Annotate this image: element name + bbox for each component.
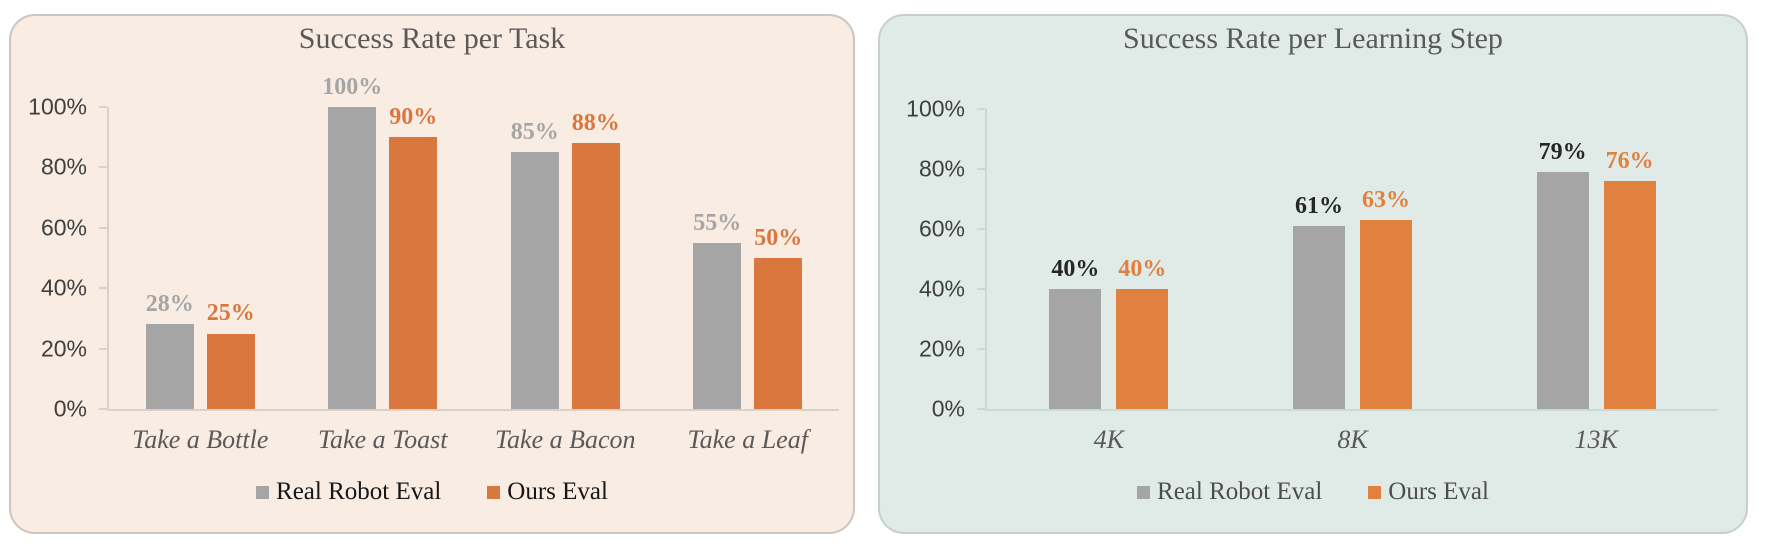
category-label-8k: 8K bbox=[1337, 425, 1368, 454]
bar-ours-eval: 63% bbox=[1359, 187, 1412, 409]
y-axis-tick bbox=[977, 108, 985, 110]
bar-ours-eval: 90% bbox=[389, 104, 438, 409]
chart-card-success-rate-per-learning-step: Success Rate per Learning Step 0% 20% 40% 6… bbox=[878, 14, 1748, 534]
bar-group-take-a-bacon: 85% 88% bbox=[510, 107, 620, 409]
legend-label: Ours Eval bbox=[1388, 478, 1489, 505]
y-axis-tick-label: 20% bbox=[918, 335, 965, 362]
legend-swatch-ours-eval bbox=[487, 485, 501, 499]
y-axis-tick bbox=[99, 347, 107, 350]
legend-swatch-ours-eval bbox=[1368, 485, 1382, 499]
bar-groups: 28% 25% 100% 90% 85% 88% 55% 50% bbox=[109, 74, 839, 409]
y-axis-tick bbox=[99, 408, 107, 410]
bar-ours-eval: 40% bbox=[1116, 256, 1169, 409]
category-label-take-a-toast: Take a Toast bbox=[317, 425, 448, 454]
y-axis-tick bbox=[99, 226, 107, 229]
bar-value-label: 28% bbox=[145, 291, 194, 318]
legend-label: Ours Eval bbox=[507, 478, 608, 505]
y-axis-tick-label: 80% bbox=[918, 155, 965, 182]
bar-real-robot-eval: 100% bbox=[322, 74, 382, 409]
bar-group-8k: 61% 63% bbox=[1292, 109, 1412, 409]
bar-real-robot-eval: 85% bbox=[510, 119, 559, 409]
bar-value-label: 76% bbox=[1605, 147, 1654, 174]
chart-title: Success Rate per Learning Step bbox=[1123, 22, 1503, 55]
y-axis-tick-label: 0% bbox=[931, 395, 965, 422]
bar-ours-eval: 76% bbox=[1603, 148, 1656, 409]
bar-value-label: 85% bbox=[510, 118, 559, 145]
bar-value-label: 25% bbox=[206, 300, 255, 327]
y-axis-tick bbox=[99, 166, 107, 169]
bar-value-label: 55% bbox=[693, 209, 742, 236]
bar-real-robot-eval: 79% bbox=[1536, 139, 1589, 409]
y-axis-tick-label: 60% bbox=[40, 214, 87, 241]
plot-area: 0% 20% 40% 60% 80% 100% 40% 40% 61% 63% 79% 76% bbox=[906, 97, 1718, 420]
bar-ours-eval: 25% bbox=[206, 300, 255, 409]
legend-item-ours-eval: Ours Eval bbox=[487, 478, 608, 506]
y-axis-tick-label: 0% bbox=[53, 395, 87, 422]
legend-item-ours-eval: Ours Eval bbox=[1368, 478, 1489, 506]
legend: Real Robot Eval Ours Eval bbox=[11, 478, 853, 506]
y-axis-tick bbox=[977, 168, 985, 170]
category-label-take-a-bottle: Take a Bottle bbox=[132, 425, 269, 454]
bar-group-4k: 40% 40% bbox=[1049, 109, 1169, 409]
y-axis-tick-label: 60% bbox=[918, 215, 965, 242]
bar-value-label: 40% bbox=[1051, 255, 1100, 282]
y-axis-tick bbox=[977, 408, 985, 410]
bar-group-take-a-bottle: 28% 25% bbox=[145, 107, 255, 409]
bar-groups: 40% 40% 61% 63% 79% 76% bbox=[987, 109, 1718, 409]
bar-value-label: 88% bbox=[571, 109, 620, 136]
y-axis-tick-label: 80% bbox=[40, 153, 87, 180]
y-axis-tick-label: 100% bbox=[906, 95, 965, 122]
bar-ours-eval: 88% bbox=[571, 110, 620, 409]
bar-real-robot-eval: 28% bbox=[145, 291, 194, 409]
bar-real-robot-eval: 61% bbox=[1292, 193, 1345, 409]
legend: Real Robot Eval Ours Eval bbox=[880, 478, 1746, 506]
y-axis-tick bbox=[99, 106, 107, 108]
x-axis-line bbox=[107, 409, 839, 411]
bar-group-take-a-toast: 100% 90% bbox=[322, 74, 438, 409]
y-axis-tick-label: 40% bbox=[40, 274, 87, 301]
y-axis-line bbox=[985, 109, 987, 409]
chart-title: Success Rate per Task bbox=[298, 22, 566, 55]
bar-value-label: 61% bbox=[1294, 192, 1343, 219]
bar-value-label: 50% bbox=[754, 224, 803, 251]
y-axis-tick bbox=[99, 287, 107, 290]
bar-value-label: 79% bbox=[1538, 138, 1587, 165]
x-axis-labels: Take a Bottle Take a Toast Take a Bacon Tak… bbox=[109, 425, 839, 461]
legend-item-real-robot-eval: Real Robot Eval bbox=[256, 478, 441, 506]
category-label-13k: 13K bbox=[1574, 425, 1618, 454]
y-axis-tick-label: 40% bbox=[918, 275, 965, 302]
legend-swatch-real-robot-eval bbox=[256, 485, 270, 499]
y-axis-tick bbox=[977, 228, 985, 230]
category-label-take-a-leaf: Take a Leaf bbox=[687, 425, 808, 454]
x-axis-line bbox=[985, 409, 1718, 411]
legend-swatch-real-robot-eval bbox=[1137, 485, 1151, 499]
legend-item-real-robot-eval: Real Robot Eval bbox=[1137, 478, 1322, 506]
bar-real-robot-eval: 40% bbox=[1049, 256, 1102, 409]
bar-value-label: 90% bbox=[389, 103, 438, 130]
bar-ours-eval: 50% bbox=[754, 225, 803, 409]
y-axis-tick bbox=[977, 288, 985, 290]
legend-label: Real Robot Eval bbox=[276, 478, 442, 505]
legend-label: Real Robot Eval bbox=[1157, 478, 1323, 505]
y-axis-line bbox=[107, 107, 109, 409]
y-axis-tick-label: 20% bbox=[40, 335, 87, 362]
bar-group-13k: 79% 76% bbox=[1536, 109, 1656, 409]
bar-value-label: 63% bbox=[1361, 186, 1410, 213]
bar-value-label: 100% bbox=[322, 73, 383, 100]
bar-value-label: 40% bbox=[1118, 255, 1167, 282]
bar-group-take-a-leaf: 55% 50% bbox=[693, 107, 803, 409]
y-axis-tick bbox=[977, 348, 985, 350]
category-label-4k: 4K bbox=[1093, 425, 1124, 454]
chart-card-success-rate-per-task: Success Rate per Task 0% 20% 40% 60% 80% 100%… bbox=[9, 14, 855, 534]
category-label-take-a-bacon: Take a Bacon bbox=[494, 425, 636, 454]
x-axis-labels: 4K 8K 13K bbox=[987, 425, 1718, 461]
y-axis-tick-label: 100% bbox=[28, 93, 87, 120]
plot-area: 0% 20% 40% 60% 80% 100% 28% 25% 100% 90% 85% 88% 55%… bbox=[28, 74, 839, 420]
bar-real-robot-eval: 55% bbox=[693, 210, 742, 409]
